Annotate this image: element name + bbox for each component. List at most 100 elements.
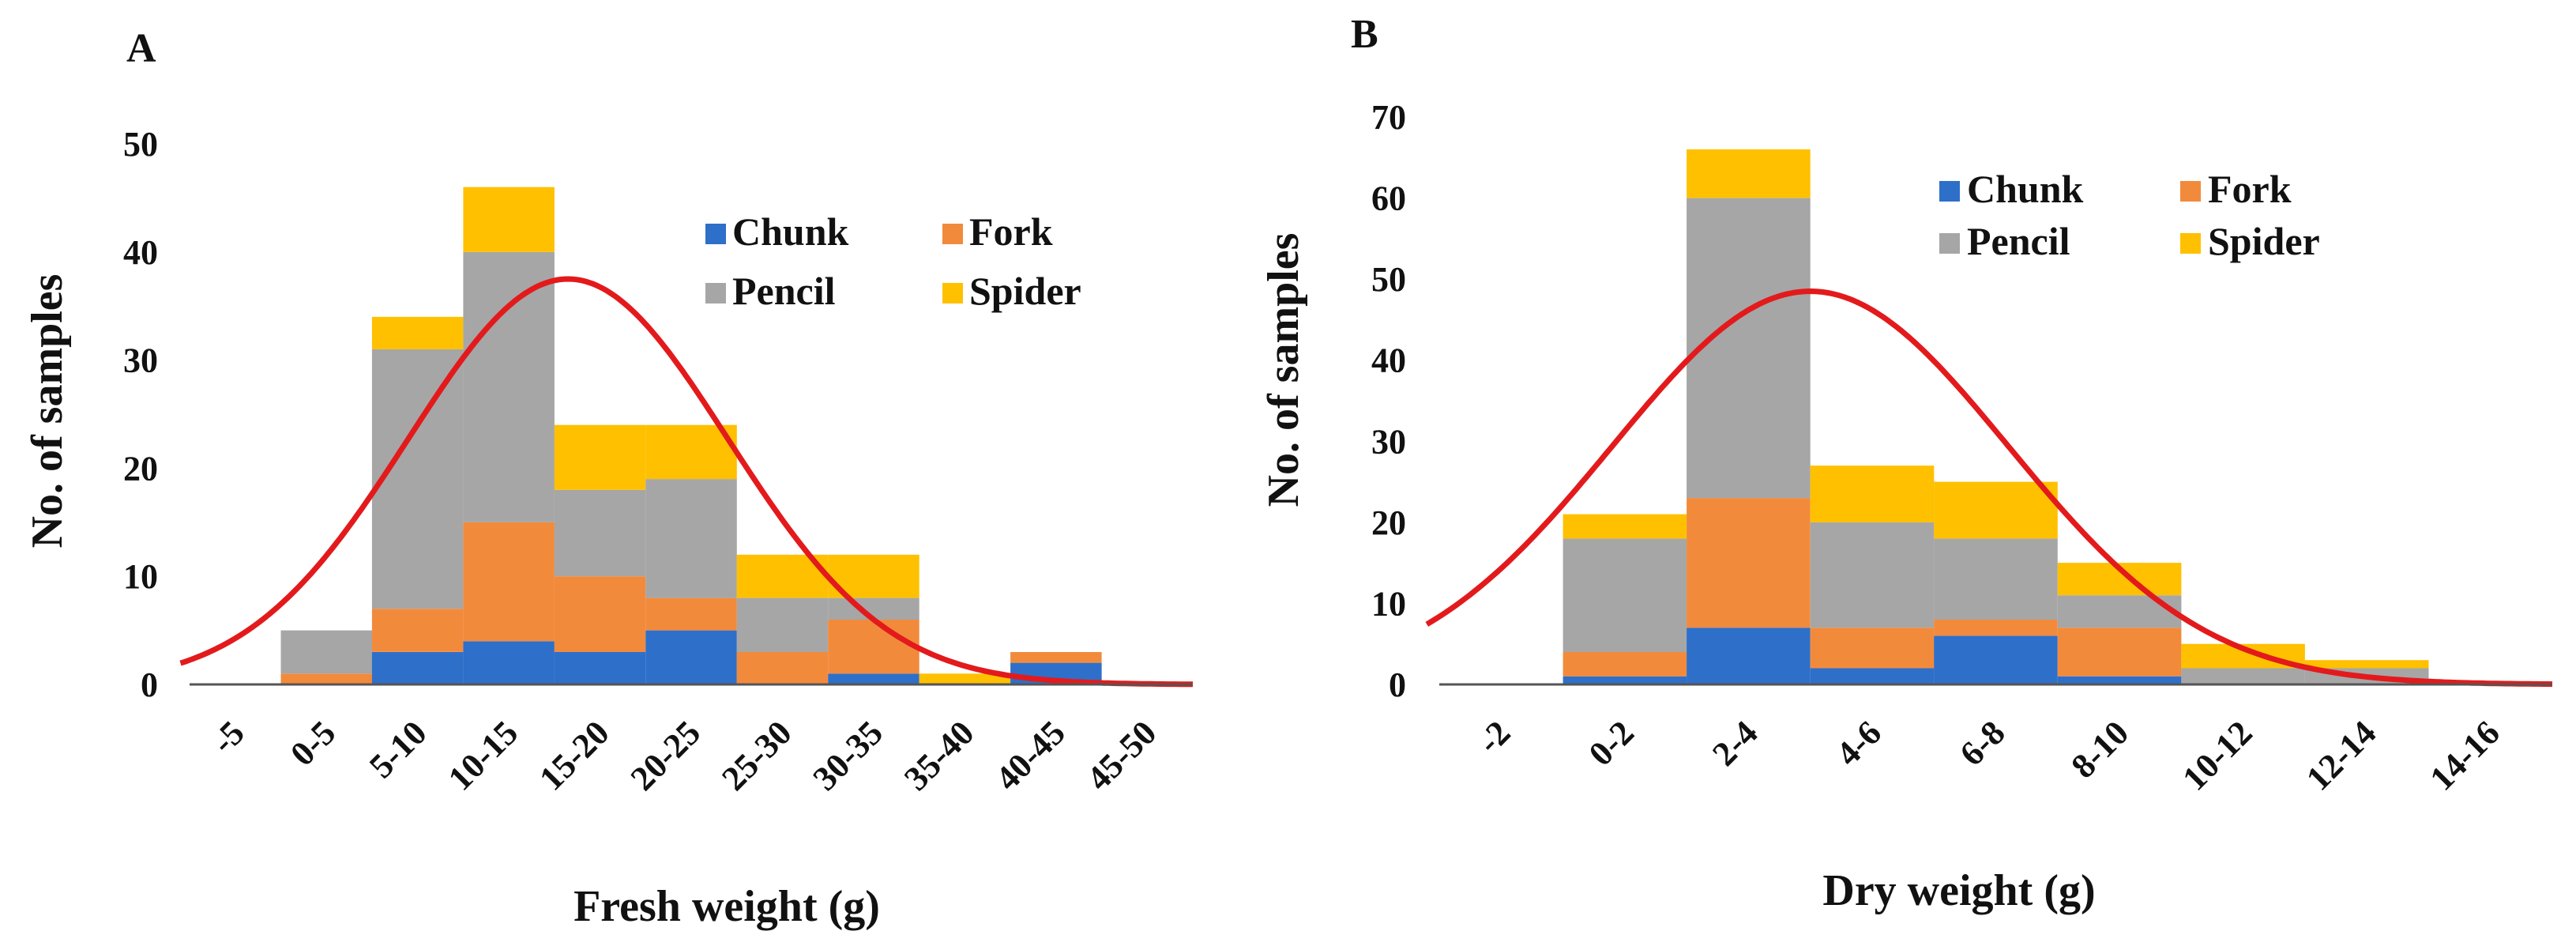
normal-curve: [1425, 288, 2553, 688]
y-tick-label: 10: [123, 557, 158, 596]
y-tick-label: 50: [1371, 260, 1406, 299]
chart-b: B 0 10 20 30 40 50 60 70 -2 0-2 2-4 4-6 6-8 8-10 10-1…: [1259, 12, 2553, 915]
legend-swatch-fork: [2180, 181, 2201, 202]
legend-label-spider: Spider: [969, 269, 1081, 313]
y-tick-label: 40: [1371, 341, 1406, 380]
bar-chunk-2-4: [1687, 628, 1811, 684]
y-tick-label: 30: [123, 341, 158, 380]
bar-pencil-5-10: [371, 349, 464, 609]
x-tick-label: 14-16: [2423, 713, 2507, 797]
bar-pencil-4-6: [1810, 522, 1935, 628]
y-tick-label: 50: [123, 125, 158, 164]
bar-pencil-2-4: [1687, 198, 1811, 499]
bar-spider-6-8: [1934, 481, 2058, 539]
bar-spider-2-4: [1687, 149, 1811, 198]
bar-spider-35-40: [919, 673, 1011, 684]
x-tick-label: 45-50: [1079, 713, 1164, 797]
x-tick-label: 15-20: [532, 713, 616, 797]
legend-swatch-pencil: [705, 283, 726, 303]
bar-chunk-20-25: [645, 630, 737, 684]
x-tick-label: 25-30: [714, 713, 799, 797]
x-axis-title-a: Fresh weight (g): [573, 882, 880, 931]
bar-chunk-4-6: [1810, 668, 1935, 684]
y-ticks-b: 0 10 20 30 40 50 60 70: [1371, 98, 1406, 704]
legend-item-pencil: Pencil: [1939, 219, 2070, 263]
legend-swatch-fork: [942, 224, 963, 244]
bar-spider-5-10: [371, 316, 464, 349]
bar-fork-0-2: [1563, 652, 1687, 677]
legend-label-chunk: Chunk: [1967, 167, 2084, 211]
x-tick-label: 35-40: [897, 713, 981, 797]
bar-pencil-20-25: [645, 479, 737, 598]
bar-pencil-0-5: [280, 630, 372, 674]
x-ticks-a: -5 0-5 5-10 10-15 15-20 20-25 25-30 30-35 35-40 4…: [204, 713, 1164, 797]
y-tick-label: 0: [141, 665, 158, 704]
bar-fork-15-20: [554, 576, 646, 652]
legend-swatch-pencil: [1939, 233, 1960, 254]
x-tick-label: 2-4: [1705, 713, 1765, 773]
bar-pencil-10-12: [2181, 668, 2305, 684]
y-ticks-a: 0 10 20 30 40 50: [123, 125, 158, 704]
legend-swatch-spider: [942, 283, 963, 303]
panel-letter-a: A: [126, 26, 156, 71]
bar-fork-2-4: [1687, 498, 1811, 628]
bar-pencil-8-10: [2057, 595, 2182, 628]
x-tick-label: 0-2: [1581, 713, 1641, 773]
bar-pencil-15-20: [554, 489, 646, 577]
x-ticks-b: -2 0-2 2-4 4-6 6-8 8-10 10-12 12-14 14-16: [1470, 713, 2507, 797]
bar-pencil-10-15: [463, 251, 555, 522]
bar-fork-40-45: [1010, 652, 1102, 663]
x-tick-label: 8-10: [2063, 713, 2136, 786]
bars-a: [280, 187, 1102, 684]
legend-item-fork: Fork: [2180, 167, 2292, 211]
legend-label-spider: Spider: [2208, 219, 2320, 263]
bar-chunk-15-20: [554, 652, 646, 684]
x-tick-label: -5: [204, 713, 252, 761]
x-tick-label: 10-12: [2175, 713, 2259, 797]
legend-item-chunk: Chunk: [705, 209, 849, 254]
x-tick-label: 12-14: [2299, 713, 2383, 797]
x-tick-label: 10-15: [441, 713, 525, 797]
bar-chunk-5-10: [371, 652, 464, 684]
y-tick-label: 30: [1371, 422, 1406, 461]
bar-fork-6-8: [1934, 619, 2058, 636]
y-tick-label: 20: [1371, 503, 1406, 542]
legend-label-chunk: Chunk: [732, 209, 849, 254]
legend-item-chunk: Chunk: [1939, 167, 2084, 211]
bar-fork-30-35: [828, 619, 919, 674]
bar-chunk-6-8: [1934, 635, 2058, 684]
x-tick-label: 40-45: [988, 713, 1073, 797]
legend-label-fork: Fork: [2208, 167, 2292, 211]
bar-chunk-8-10: [2057, 676, 2182, 684]
y-tick-label: 0: [1389, 665, 1406, 704]
legend-item-spider: Spider: [2180, 219, 2320, 263]
curve-a: [179, 276, 1194, 688]
y-axis-title-a: No. of samples: [23, 274, 72, 549]
curve-b: [1425, 288, 2553, 688]
bar-chunk-0-2: [1563, 676, 1687, 684]
legend-label-pencil: Pencil: [1967, 219, 2070, 263]
y-tick-label: 10: [1371, 584, 1406, 623]
bar-chunk-30-35: [828, 673, 919, 684]
bar-pencil-6-8: [1934, 538, 2058, 620]
bar-fork-8-10: [2057, 628, 2182, 677]
bar-pencil-25-30: [736, 598, 829, 652]
legend-b: Chunk Fork Pencil Spider: [1939, 167, 2320, 263]
legend-label-pencil: Pencil: [732, 269, 836, 313]
bar-spider-4-6: [1810, 466, 1935, 522]
bar-fork-20-25: [645, 598, 737, 631]
bar-fork-0-5: [280, 673, 372, 684]
legend-item-fork: Fork: [942, 209, 1053, 254]
bar-pencil-0-2: [1563, 538, 1687, 652]
bar-spider-12-14: [2304, 660, 2429, 669]
y-tick-label: 60: [1371, 179, 1406, 218]
legend-label-fork: Fork: [969, 209, 1053, 254]
bars-b: [1563, 149, 2429, 684]
bar-spider-10-15: [463, 187, 555, 252]
chart-a: A 0 10 20 30 40 50 -5 0-5 5-10 10-15 15-20 20-25 25…: [23, 26, 1194, 931]
x-tick-label: 4-6: [1829, 713, 1889, 773]
x-axis-title-b: Dry weight (g): [1822, 866, 2095, 915]
bar-chunk-10-15: [463, 641, 555, 684]
bar-spider-15-20: [554, 424, 646, 490]
